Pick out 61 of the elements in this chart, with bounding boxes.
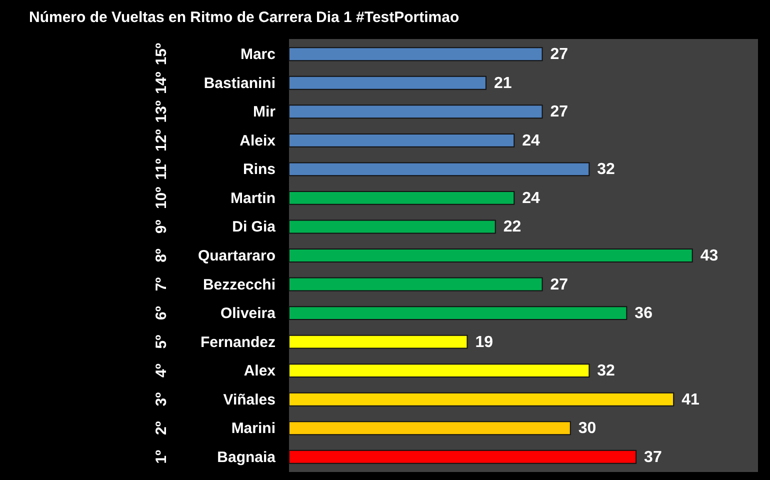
- text: 5º: [153, 334, 170, 349]
- bar: [288, 104, 543, 119]
- bar: [288, 392, 674, 406]
- data-label: 27: [550, 276, 568, 294]
- bar: [288, 190, 515, 205]
- data-label: 32: [597, 161, 616, 178]
- bar: [288, 133, 515, 148]
- text: 13º: [153, 100, 170, 123]
- data-label: 22: [503, 218, 522, 236]
- text: 6º: [153, 306, 170, 320]
- data-label: 30: [578, 420, 596, 438]
- bar: [288, 47, 543, 62]
- data-label: 32: [597, 362, 616, 380]
- text: 4º: [153, 363, 170, 378]
- data-label: 37: [644, 448, 662, 466]
- bar: [288, 306, 628, 320]
- text: 10º: [153, 186, 170, 210]
- bar: [288, 334, 468, 349]
- bar: [288, 450, 637, 464]
- y-tick-label: Rins: [242, 161, 276, 178]
- y-tick-label: Bagnaia: [217, 448, 276, 466]
- text: 14º: [153, 71, 170, 94]
- y-tick-label: Aleix: [240, 132, 276, 150]
- text: 1º: [153, 449, 170, 464]
- y-tick-label: Bezzecchi: [202, 276, 276, 294]
- bar: [288, 277, 543, 292]
- data-label: 27: [550, 104, 568, 121]
- data-label: 24: [522, 132, 540, 150]
- data-label: 27: [550, 46, 568, 64]
- bar: [288, 421, 571, 436]
- text: 2º: [153, 420, 170, 436]
- text: 7º: [153, 276, 170, 292]
- bar: [288, 364, 590, 378]
- data-label: 19: [475, 334, 494, 351]
- y-tick-label: Mir: [253, 104, 276, 121]
- y-tick-label: Alex: [244, 362, 276, 380]
- text: 15º: [153, 42, 170, 66]
- y-tick-label: Di Gia: [232, 218, 276, 236]
- y-tick-label: Quartararo: [198, 248, 276, 264]
- text: 9º: [153, 219, 170, 234]
- chart-title: Número de Vueltas en Ritmo de Carrera Dia 1 #TestPortimao: [29, 9, 460, 26]
- y-tick-label: Viñales: [223, 391, 276, 408]
- y-tick-label: Fernandez: [200, 334, 276, 351]
- data-label: 21: [494, 74, 512, 92]
- bar: [288, 162, 590, 176]
- text: 12º: [153, 128, 170, 152]
- y-tick-label: Oliveira: [220, 305, 276, 322]
- y-tick-label: Marini: [231, 420, 276, 438]
- data-label: 41: [682, 391, 700, 408]
- bar: [288, 248, 693, 262]
- y-tick-label: Martin: [230, 190, 276, 207]
- data-label: 24: [522, 190, 540, 207]
- y-tick-label: Bastianini: [204, 74, 276, 92]
- bar: [288, 220, 496, 234]
- text: 11º: [153, 158, 170, 180]
- text: 8º: [153, 248, 170, 262]
- text: 3º: [153, 392, 170, 406]
- data-label: 43: [700, 248, 718, 264]
- data-label: 36: [634, 305, 653, 322]
- bar: [288, 76, 486, 90]
- y-tick-label: Marc: [240, 46, 276, 64]
